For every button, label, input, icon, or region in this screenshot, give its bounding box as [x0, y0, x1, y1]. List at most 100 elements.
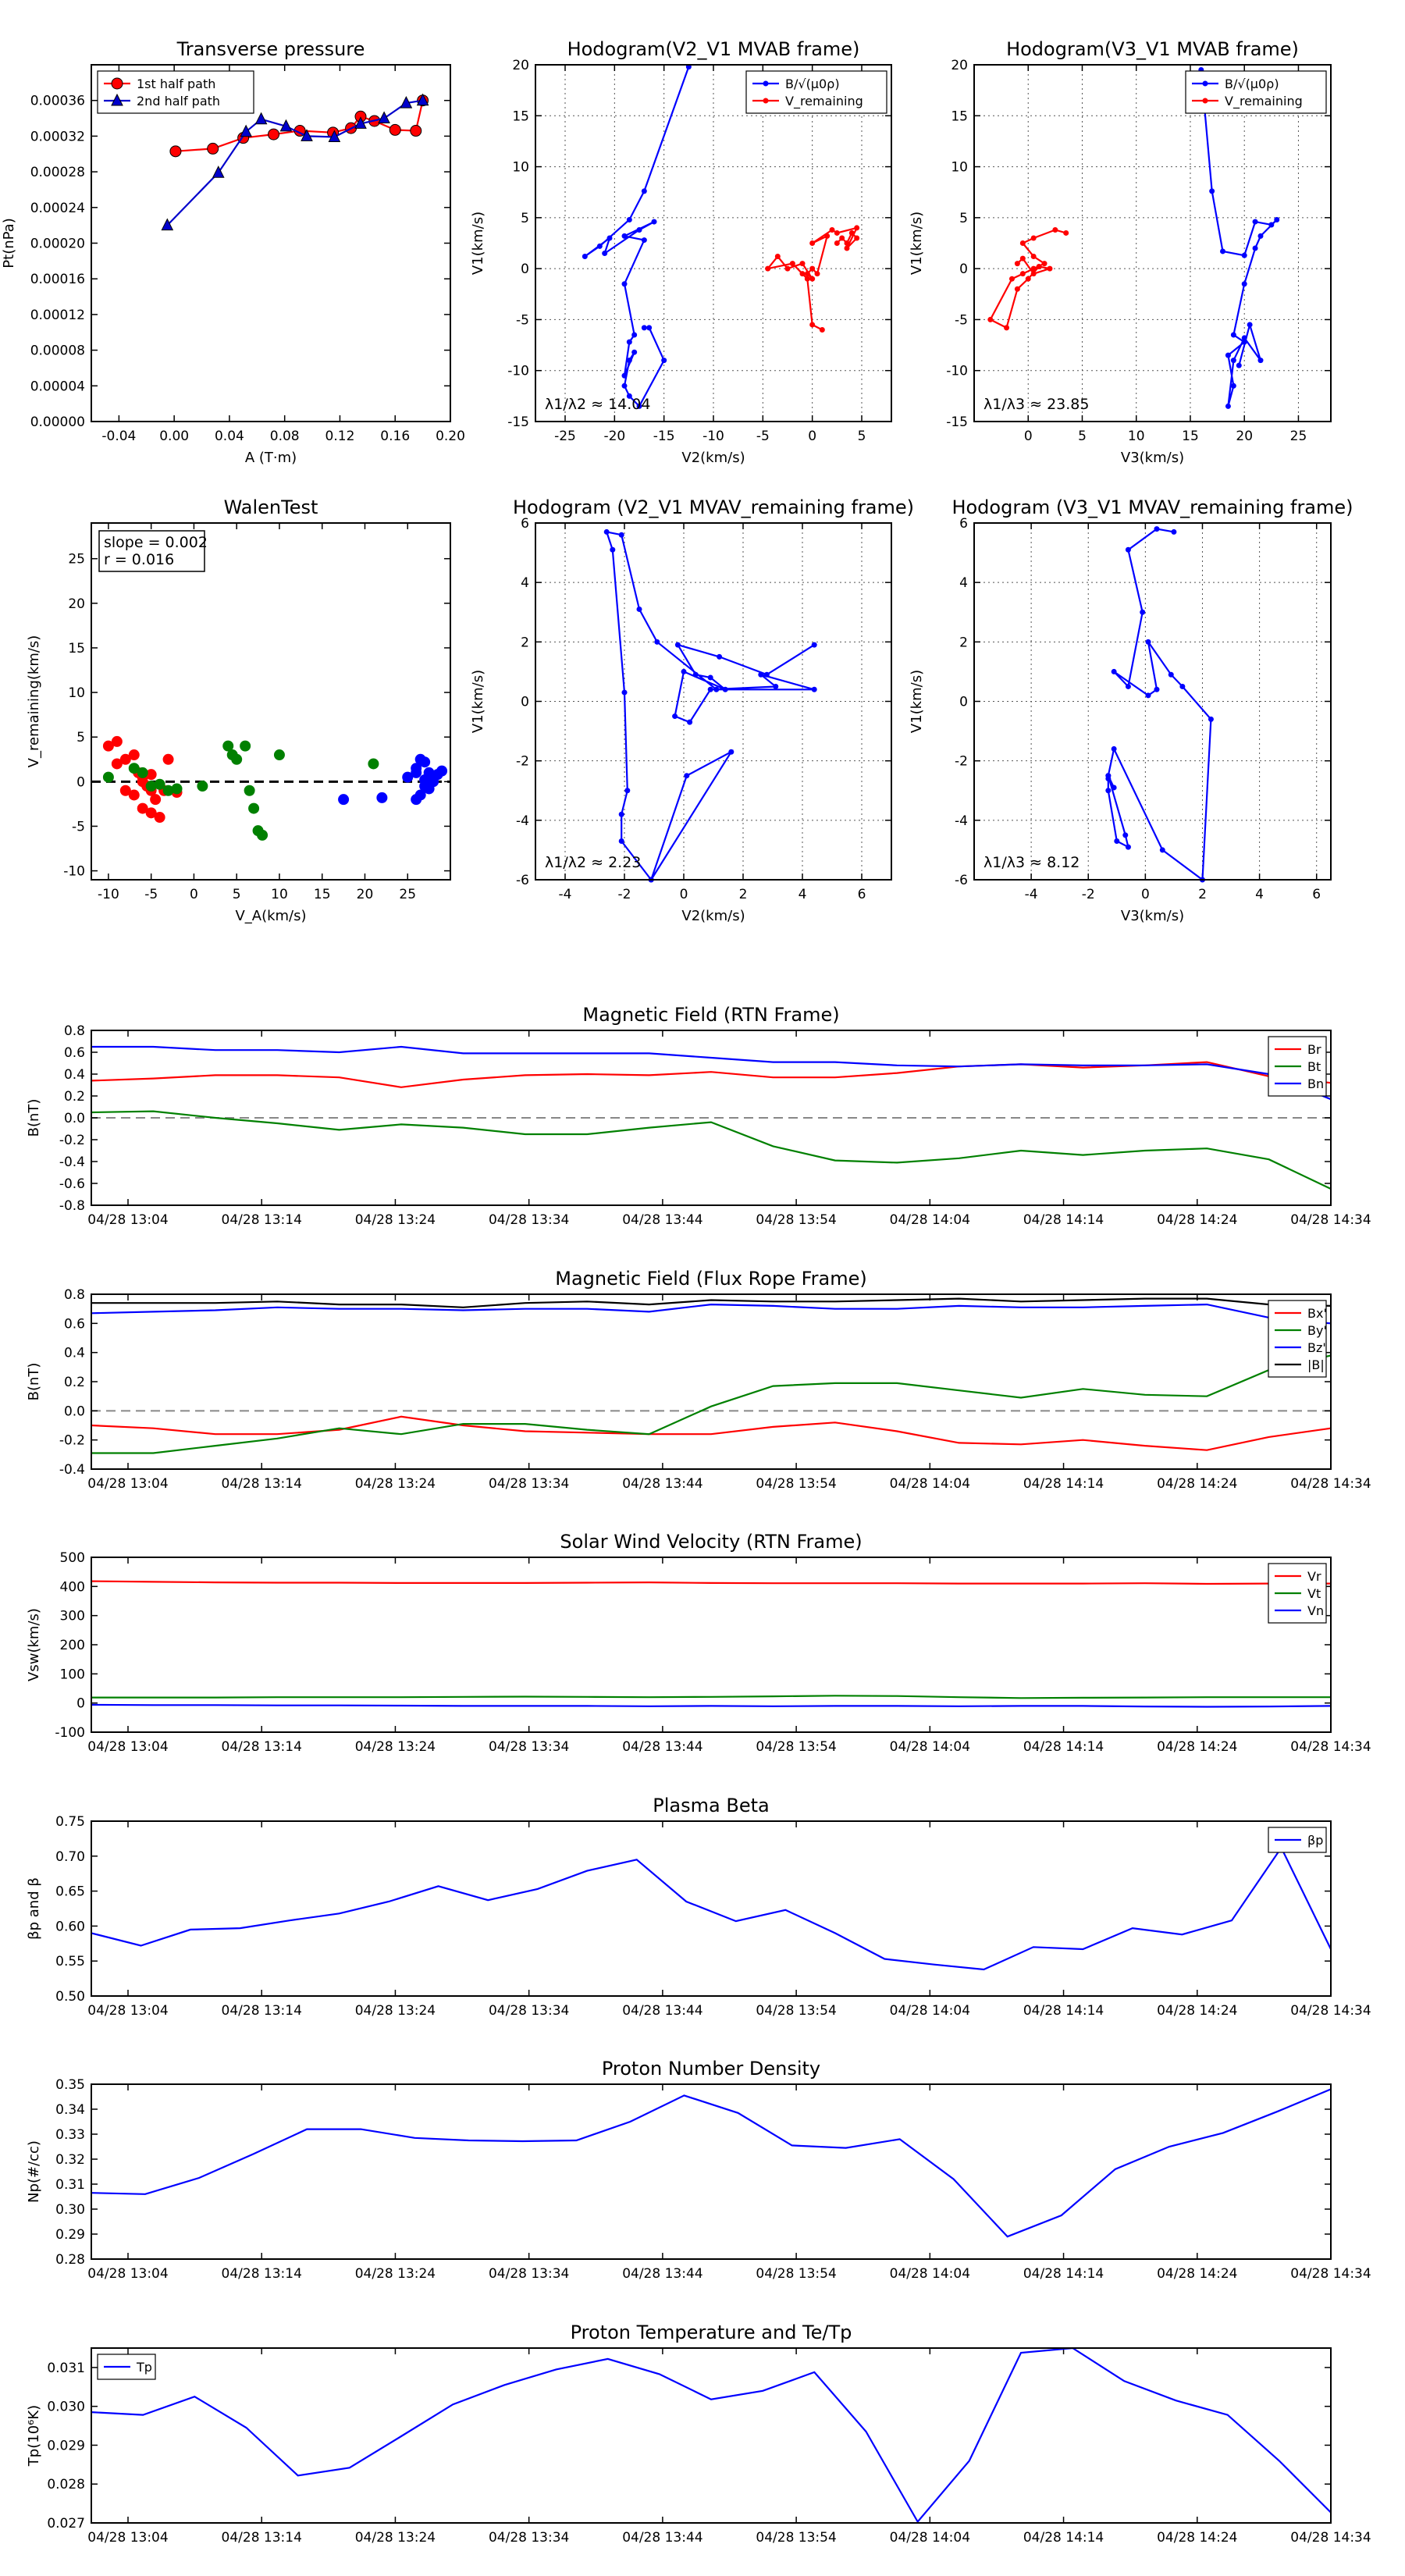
legend-label: Bt — [1307, 1059, 1321, 1074]
x-tick-label: 04/28 14:04 — [890, 1739, 970, 1755]
y-tick-label: 0.30 — [55, 2202, 85, 2218]
y-tick-label: -0.2 — [59, 1133, 85, 1148]
y-tick-label: 0 — [76, 774, 85, 790]
legend-label: 1st half path — [137, 76, 215, 91]
data-point — [240, 740, 251, 752]
data-point — [1257, 233, 1264, 239]
data-point — [621, 372, 628, 379]
legend-marker — [111, 93, 123, 106]
data-point — [1225, 403, 1231, 409]
data-point — [610, 546, 616, 553]
y-tick-label: 0 — [959, 695, 968, 710]
data-point — [811, 642, 817, 648]
eigenvalue-ratio-annotation: λ1/λ2 ≈ 14.04 — [545, 396, 650, 413]
legend-label: B/√(μ0ρ) — [785, 76, 840, 91]
y-tick-label: 0.00012 — [30, 308, 85, 323]
y-tick-label: 2 — [959, 635, 968, 650]
data-point — [248, 802, 260, 814]
data-point — [1125, 844, 1131, 850]
plot-frame — [91, 2347, 1332, 2524]
stats-text: slope = 0.002 — [104, 534, 208, 551]
x-tick-label: 04/28 13:34 — [489, 2266, 569, 2282]
data-point — [799, 271, 806, 277]
data-point — [606, 235, 613, 241]
y-tick-label: 0.00032 — [30, 129, 85, 144]
data-point — [1041, 261, 1048, 267]
data-point — [169, 145, 182, 158]
data-point — [1241, 252, 1247, 258]
data-point — [328, 130, 341, 143]
data-point — [119, 785, 131, 796]
legend-label: B/√(μ0ρ) — [1225, 76, 1279, 91]
y-tick-label: -5 — [955, 312, 968, 328]
data-point — [621, 233, 628, 239]
x-axis-label: V3(km/s) — [1121, 908, 1184, 924]
x-tick-label: 04/28 13:34 — [489, 1212, 569, 1228]
data-point — [410, 125, 422, 137]
data-point — [171, 783, 183, 795]
data-point — [681, 668, 687, 674]
x-tick-label: 04/28 14:34 — [1290, 2266, 1371, 2282]
legend-box — [97, 70, 254, 114]
y-tick-label: 0.00020 — [30, 237, 85, 252]
data-point — [774, 253, 781, 259]
y-tick-label: 200 — [60, 1638, 85, 1653]
series-line-Bn — [91, 1045, 1332, 1101]
y-tick-label: 2 — [521, 635, 529, 650]
y-axis-label: V1(km/s) — [909, 670, 925, 733]
data-point — [1105, 788, 1112, 794]
data-point — [128, 749, 140, 761]
data-point — [1145, 639, 1151, 645]
chart-title: WalenTest — [224, 496, 318, 518]
eigenvalue-ratio-annotation: λ1/λ3 ≈ 23.85 — [984, 396, 1089, 413]
chart-magnetic-field-rtn: Magnetic Field (RTN Frame) -0.8 -0.6 -0.4 -0… — [26, 1004, 1371, 1228]
data-point — [1030, 271, 1037, 277]
y-tick-label: -0.4 — [59, 1155, 85, 1170]
data-point — [111, 735, 123, 747]
data-point — [128, 789, 140, 801]
data-point — [268, 128, 280, 141]
x-tick-label: 04/28 13:14 — [222, 1739, 302, 1755]
data-point — [651, 219, 657, 225]
y-tick-label: 0.00024 — [30, 201, 85, 216]
data-point — [717, 653, 723, 660]
plot-frame — [91, 522, 451, 881]
y-tick-label: 0.28 — [55, 2252, 85, 2268]
data-point — [811, 686, 817, 692]
x-tick-label: 04/28 13:44 — [622, 1476, 702, 1492]
x-tick-label: 04/28 14:04 — [890, 1212, 970, 1228]
legend-label: Bx' — [1307, 1306, 1327, 1321]
data-point — [1014, 286, 1020, 292]
data-point — [602, 251, 608, 257]
data-point — [809, 322, 816, 328]
data-point — [839, 235, 845, 241]
x-tick-label: 0 — [680, 887, 688, 902]
chart-proton-number-density: Proton Number Density 0.28 0.29 0.30 0.31 0.3… — [26, 2058, 1371, 2282]
data-point — [684, 773, 690, 779]
x-tick-label: 04/28 13:14 — [222, 1476, 302, 1492]
data-point — [111, 758, 123, 770]
x-tick-label: 0.12 — [325, 429, 355, 444]
data-point — [814, 271, 820, 277]
data-point — [1030, 265, 1037, 272]
chart-title: Transverse pressure — [176, 38, 365, 60]
y-tick-label: -5 — [516, 312, 529, 328]
data-point — [646, 325, 653, 331]
data-point — [1125, 546, 1131, 553]
y-tick-label: -10 — [946, 364, 968, 379]
x-tick-label: -2 — [618, 887, 631, 902]
x-tick-label: -2 — [1082, 887, 1095, 902]
x-tick-label: 15 — [314, 887, 331, 902]
y-tick-label: 0 — [521, 695, 529, 710]
y-tick-label: 0.75 — [55, 1814, 85, 1830]
data-point — [848, 229, 855, 236]
data-point — [1019, 255, 1026, 262]
chart-title: Magnetic Field (RTN Frame) — [582, 1004, 839, 1026]
data-point — [423, 783, 435, 795]
y-tick-label: 0.6 — [64, 1316, 85, 1332]
x-tick-label: 0 — [190, 887, 198, 902]
data-point — [1168, 671, 1174, 678]
data-point — [1025, 276, 1031, 282]
x-tick-label: 0.08 — [270, 429, 300, 444]
x-axis-label: V2(km/s) — [681, 450, 745, 466]
